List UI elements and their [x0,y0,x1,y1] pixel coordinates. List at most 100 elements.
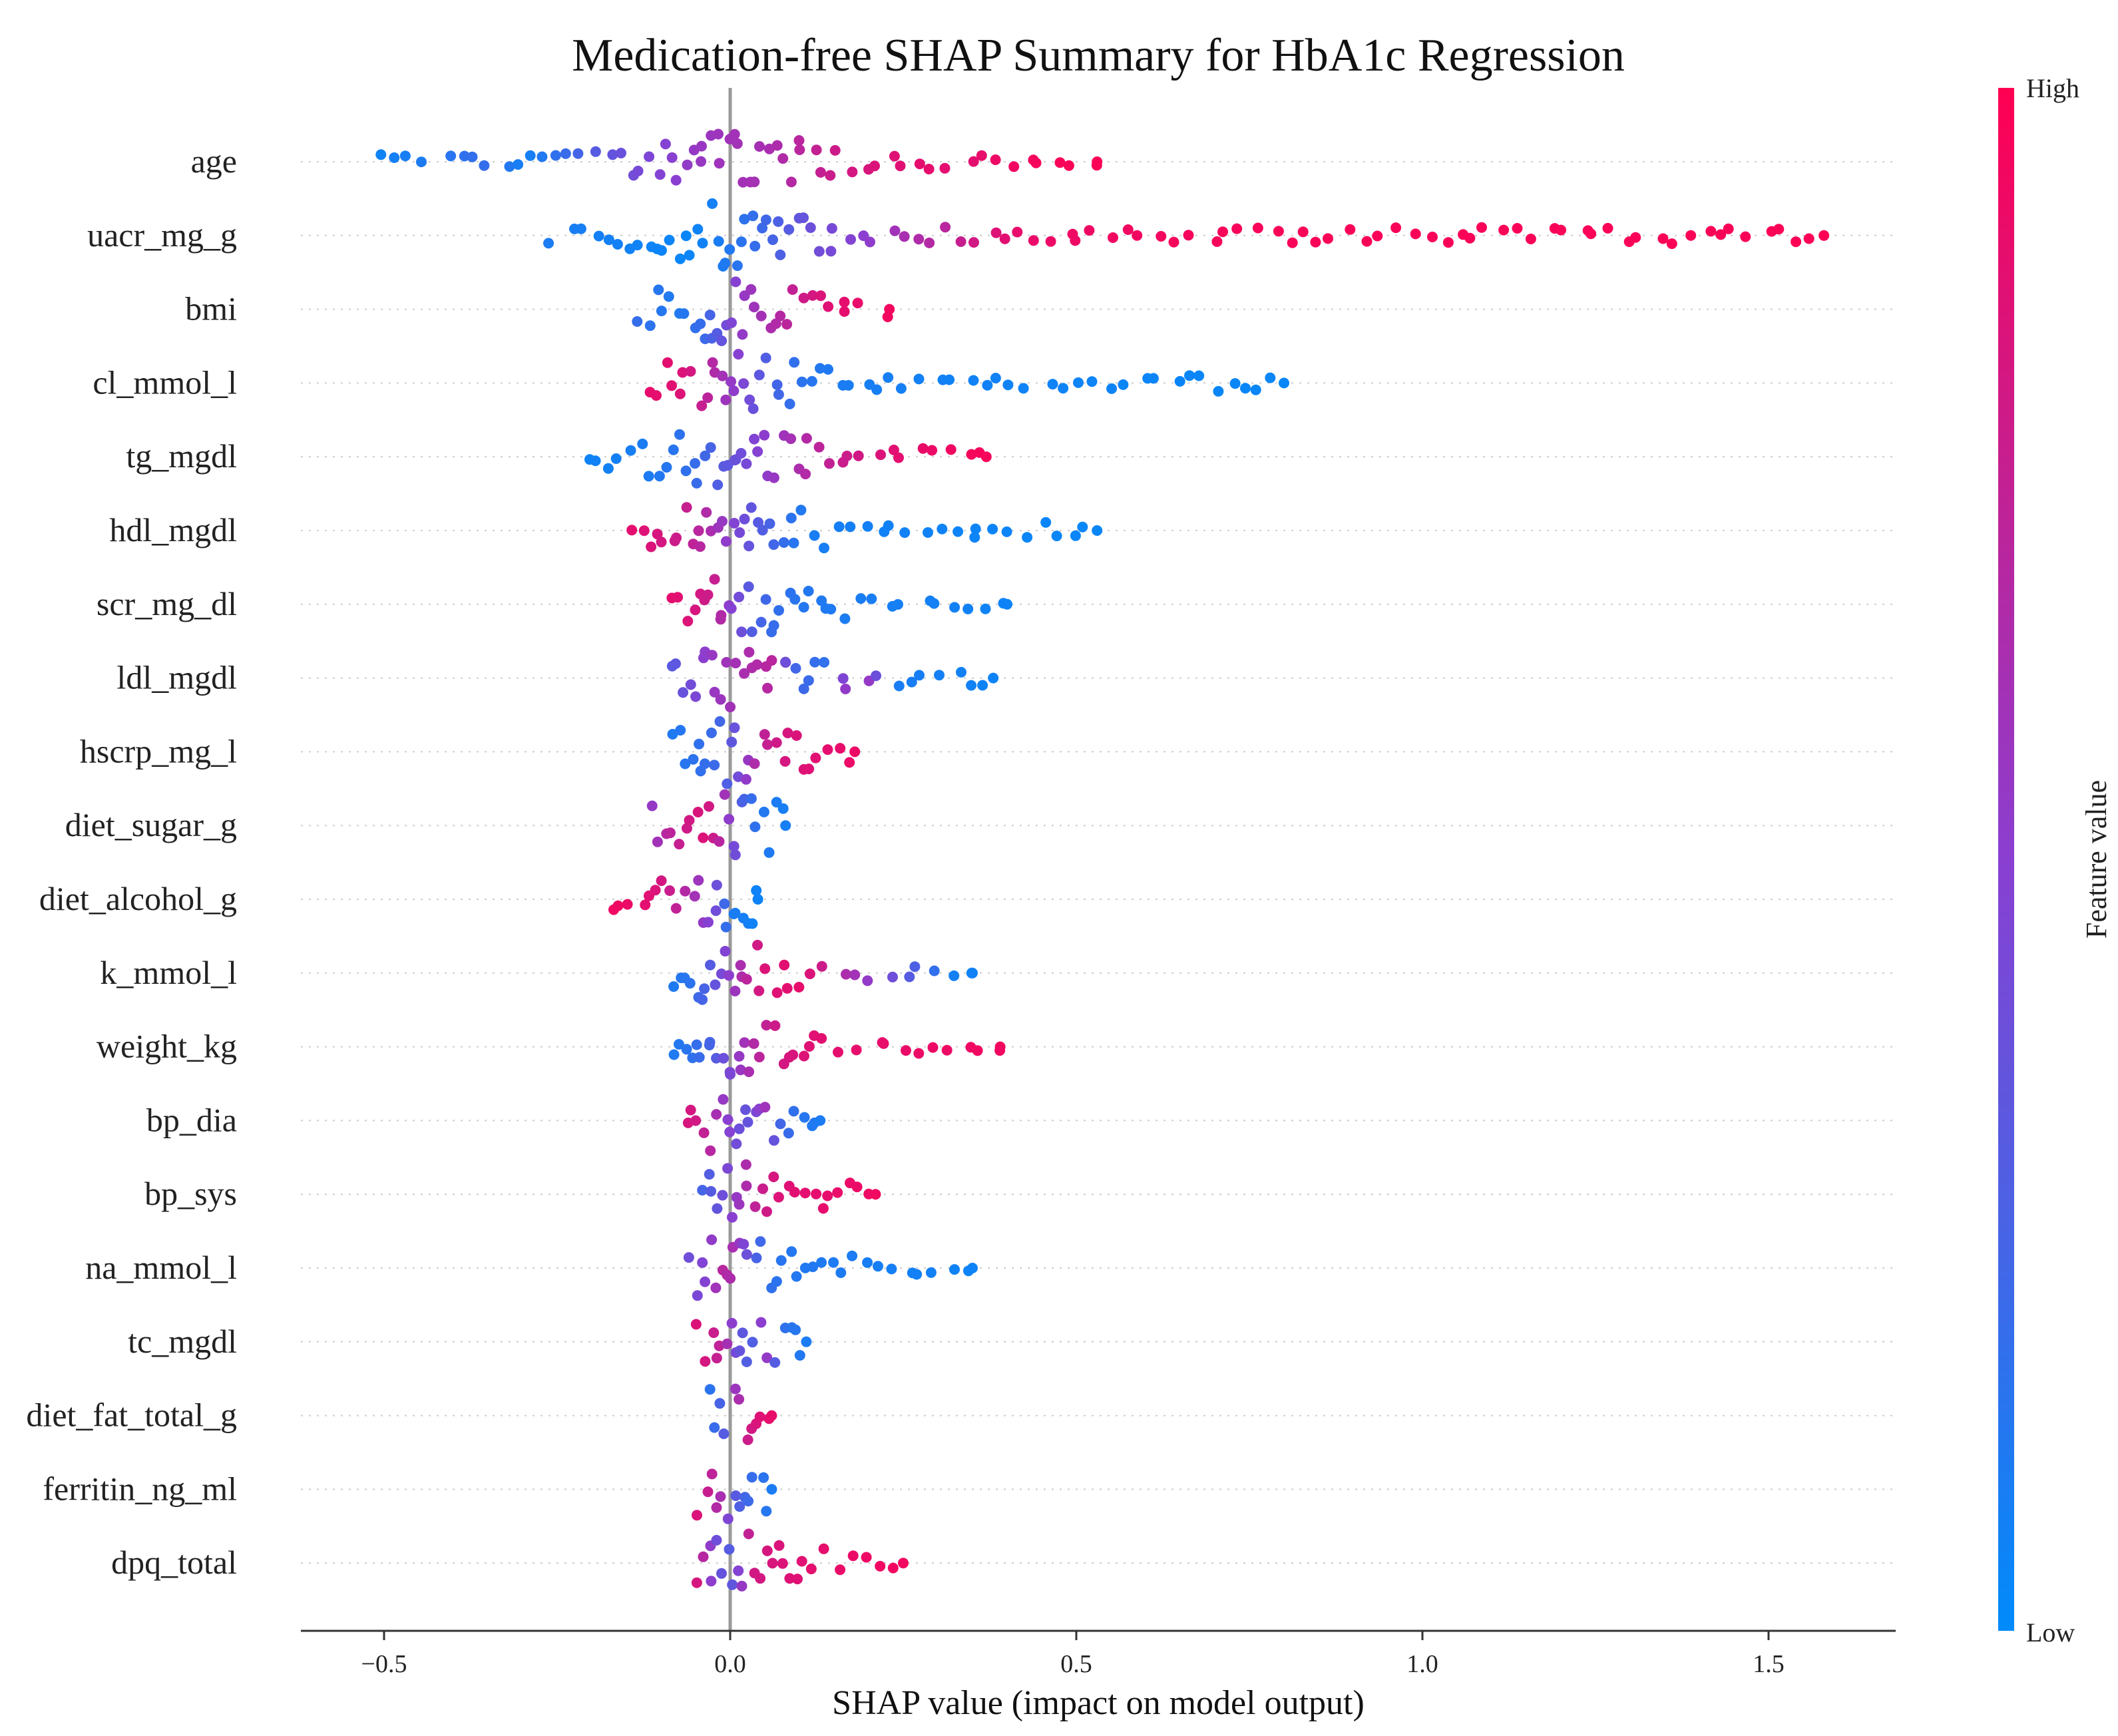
shap-point [1156,231,1167,242]
feature-label: hdl_mgdl [109,511,237,548]
shap-point [806,375,817,387]
shap-point [913,1048,925,1059]
shap-point [784,398,795,409]
x-tick-label: 0.0 [714,1650,746,1678]
shap-point [716,610,727,621]
shap-point [704,310,716,321]
shap-point [999,233,1010,244]
shap-point [1058,383,1069,394]
shap-point [803,675,814,686]
shap-point [674,429,685,440]
shap-point [706,1234,718,1245]
shap-point [695,318,706,329]
shap-point [807,290,818,301]
shap-point [789,594,801,605]
shap-point [711,1502,722,1513]
shap-point [681,1044,692,1055]
shap-point [709,1422,720,1433]
shap-point [690,458,701,469]
shap-point [893,599,903,610]
shap-point [656,875,667,887]
shap-point [786,1246,797,1257]
shap-point [759,429,770,441]
shap-point [980,451,992,463]
shap-point [760,594,771,605]
shap-point [780,820,791,831]
feature-label: hscrp_mg_l [80,732,237,769]
shap-point [845,521,856,533]
shap-point [927,1042,939,1053]
shap-point [741,974,752,985]
shap-point [736,448,747,459]
shap-point [988,672,999,684]
shap-point [796,1556,807,1567]
shap-point [769,1020,781,1031]
shap-point [1273,226,1284,237]
shap-point [817,1203,829,1214]
shap-point [696,140,707,152]
colorbar-low-label: Low [2026,1618,2075,1647]
shap-point [660,138,671,150]
shap-point [714,836,725,847]
shap-point [1047,379,1058,390]
shap-point [479,160,490,171]
feature-label: na_mmol_l [85,1249,237,1286]
shap-point [949,970,960,981]
shap-point [785,433,797,445]
shap-point [733,1565,744,1576]
shap-point [726,1317,738,1329]
shap-point [753,985,765,996]
shap-point [550,150,561,161]
shap-point [1525,234,1536,244]
shap-point [771,379,783,390]
shap-point [773,216,784,227]
shap-point [742,1434,753,1445]
shap-point [691,1577,702,1588]
shap-point [720,394,732,405]
shap-point [1002,379,1014,391]
shap-point [726,317,737,328]
shap-point [709,686,720,698]
shap-point [767,234,778,246]
shap-point [720,258,731,269]
shap-point [1092,156,1103,167]
shap-point [747,918,758,929]
shap-point [1183,230,1194,241]
shap-point [656,245,667,256]
shap-point [675,725,686,736]
shap-point [847,166,858,178]
shap-point [755,1317,767,1328]
shap-point [754,141,765,152]
shap-point [709,760,720,771]
shap-point [752,939,763,951]
shap-point [775,1255,787,1266]
shap-point [968,375,979,386]
shap-point [865,236,875,248]
shap-point [575,223,586,234]
shap-point [1586,228,1597,240]
shap-point [773,1540,785,1551]
feature-label: uacr_mg_g [87,216,237,254]
shap-point [674,1038,684,1050]
shap-point [616,148,626,158]
shap-point [815,290,826,302]
shap-point [670,903,682,914]
shap-point [771,140,783,151]
shap-point [651,390,662,401]
shap-point [746,1472,757,1483]
shap-point [693,875,704,886]
shap-point [793,982,805,992]
shap-point [697,1257,708,1268]
shap-point [785,513,797,524]
shap-point [704,1384,716,1395]
shap-point [664,885,676,896]
shap-point [715,694,726,705]
shap-point [781,319,793,330]
shap-point [956,666,966,678]
shap-point [875,449,886,461]
shap-point [1803,233,1814,244]
shap-point [761,1020,772,1031]
shap-point [841,451,853,461]
shap-point [775,310,786,322]
shap-point [668,1049,680,1060]
